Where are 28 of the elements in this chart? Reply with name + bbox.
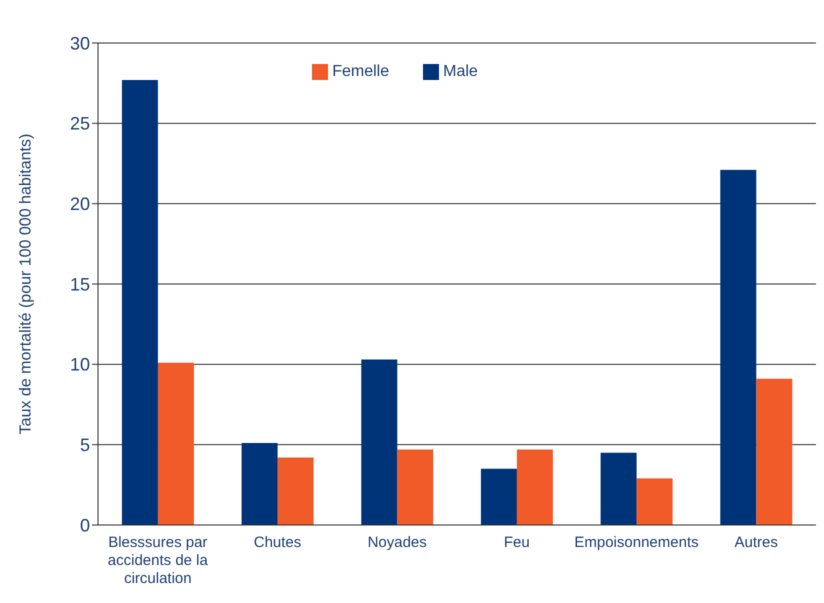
bar bbox=[720, 170, 756, 525]
bar bbox=[122, 80, 158, 525]
y-tick-label: 30 bbox=[70, 33, 90, 54]
bar bbox=[397, 449, 434, 525]
x-tick-label: Noyades bbox=[368, 534, 427, 551]
bar bbox=[636, 478, 673, 525]
y-axis-title: Taux de mortalité (pour 100 000 habitants) bbox=[18, 134, 35, 434]
x-tick-label: Autres bbox=[734, 534, 778, 551]
bar bbox=[480, 468, 517, 525]
y-tick-label: 25 bbox=[70, 114, 90, 134]
legend-label: Male bbox=[443, 63, 478, 80]
y-tick-label: 20 bbox=[70, 194, 90, 214]
bar bbox=[756, 378, 792, 525]
y-tick-label: 5 bbox=[80, 435, 90, 456]
x-tick-label: Feu bbox=[504, 534, 530, 551]
bar bbox=[361, 360, 398, 525]
y-tick-label: 10 bbox=[70, 354, 90, 375]
x-tick-label: Chutes bbox=[254, 534, 302, 551]
bar bbox=[278, 458, 314, 525]
legend-label: Femelle bbox=[332, 63, 390, 80]
y-tick-label: 15 bbox=[70, 274, 90, 294]
y-tick-label: 0 bbox=[80, 515, 90, 536]
x-tick-label: Blesssures par accidents de la circulation bbox=[108, 534, 209, 587]
x-tick-label: Empoisonnements bbox=[574, 534, 699, 551]
bar bbox=[600, 452, 637, 525]
bar bbox=[242, 443, 278, 525]
bar bbox=[158, 362, 194, 525]
bar bbox=[516, 449, 553, 525]
